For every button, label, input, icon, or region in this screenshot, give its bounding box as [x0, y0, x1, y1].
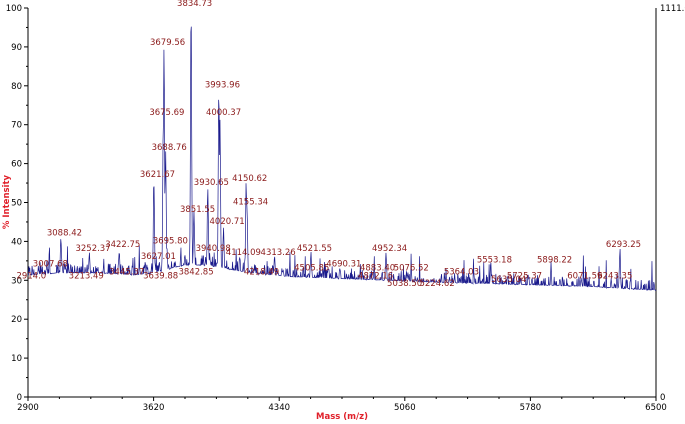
- peak-label: 3679.56: [150, 38, 185, 48]
- peak-label: 3252.37: [75, 244, 110, 254]
- peak-label: 3627.01: [141, 252, 176, 262]
- peak-label: 3695.80: [153, 236, 188, 246]
- y-tick-label: 90: [11, 43, 22, 53]
- peak-label: 4505.85: [294, 264, 329, 274]
- plot-frame: [27, 8, 657, 398]
- peak-label: 3940.98: [196, 244, 231, 254]
- peak-label: 3993.96: [205, 81, 240, 91]
- peak-label: 2914.0: [16, 271, 46, 281]
- peak-label: 3675.69: [149, 108, 184, 118]
- peak-label: 3930.65: [194, 178, 229, 188]
- peak-label: 3688.76: [152, 143, 187, 153]
- peak-label: 5038.50: [387, 279, 422, 289]
- spectrum-trace: [27, 26, 657, 292]
- right-axis-top-label: 1111.0: [660, 4, 685, 14]
- y-tick-label: 60: [11, 160, 22, 170]
- x-tick-label: 3620: [143, 403, 165, 413]
- peak-label: 3621.67: [140, 170, 175, 180]
- y-tick-label: 70: [11, 121, 22, 131]
- peak-label: 5553.18: [477, 256, 512, 266]
- y-tick-label: 30: [11, 276, 22, 286]
- peak-label: 3007.68: [33, 260, 68, 270]
- peak-label: 3422.75: [105, 240, 140, 250]
- y-tick-label: 0: [17, 393, 22, 403]
- y-axis-ticks: 0 10 20 30 40 50 60 70 80 90 100: [6, 4, 28, 403]
- y-tick-label: 50: [11, 199, 22, 209]
- peak-label: 4952.34: [372, 244, 407, 254]
- peak-label: 3851.55: [180, 205, 215, 215]
- y-axis-title: % Intensity: [2, 174, 12, 229]
- peak-label: 6243.35: [597, 271, 632, 281]
- x-tick-label: 4340: [268, 403, 290, 413]
- y-tick-label: 20: [11, 315, 22, 325]
- right-axis-bottom-label: 0: [660, 393, 665, 403]
- peak-label: 4521.55: [297, 244, 332, 254]
- x-axis-title: Mass (m/z): [316, 412, 368, 422]
- peak-label: 6293.25: [606, 240, 641, 250]
- y-tick-label: 80: [11, 82, 22, 92]
- peak-label: 4150.62: [232, 174, 267, 184]
- peak-label: 4155.34: [233, 197, 268, 207]
- peak-label: 5224.62: [420, 279, 455, 289]
- peak-label: 4000.37: [206, 108, 241, 118]
- peak-label: 5898.22: [537, 256, 572, 266]
- spectrum-line: [27, 26, 657, 292]
- peak-label: 4020.71: [210, 217, 245, 227]
- peak-label: 5364.03: [444, 267, 479, 277]
- peak-label: 4313.26: [261, 248, 296, 258]
- peak-label: 3445.37: [109, 267, 144, 277]
- peak-label: 3639.88: [143, 271, 178, 281]
- peak-label: 3834.73: [177, 0, 212, 9]
- x-tick-label: 5060: [394, 403, 416, 413]
- x-tick-label: 2900: [17, 403, 39, 413]
- peak-label: 4872.16: [358, 271, 393, 281]
- peak-label: 3088.42: [47, 229, 82, 239]
- peak-label: 5725.37: [507, 271, 542, 281]
- y-tick-label: 40: [11, 237, 22, 247]
- x-tick-label: 6500: [645, 403, 667, 413]
- peak-label: 3842.85: [178, 267, 213, 277]
- peak-label: 5076.52: [394, 264, 429, 274]
- x-axis-ticks: 2900 3620 4340 5060 5780 6500: [17, 397, 667, 413]
- x-tick-label: 5780: [520, 403, 542, 413]
- y-tick-label: 10: [11, 354, 22, 364]
- peak-label: 4690.31: [326, 260, 361, 270]
- y-tick-label: 100: [6, 4, 22, 14]
- peak-label: 3213.49: [69, 271, 104, 281]
- peak-label: 4218.49: [244, 267, 279, 277]
- peak-label: 4883.40: [360, 264, 395, 274]
- peak-label: 4114.09: [226, 248, 261, 258]
- peak-label: 5635.04: [491, 275, 526, 285]
- peak-label: 6071.59: [567, 271, 602, 281]
